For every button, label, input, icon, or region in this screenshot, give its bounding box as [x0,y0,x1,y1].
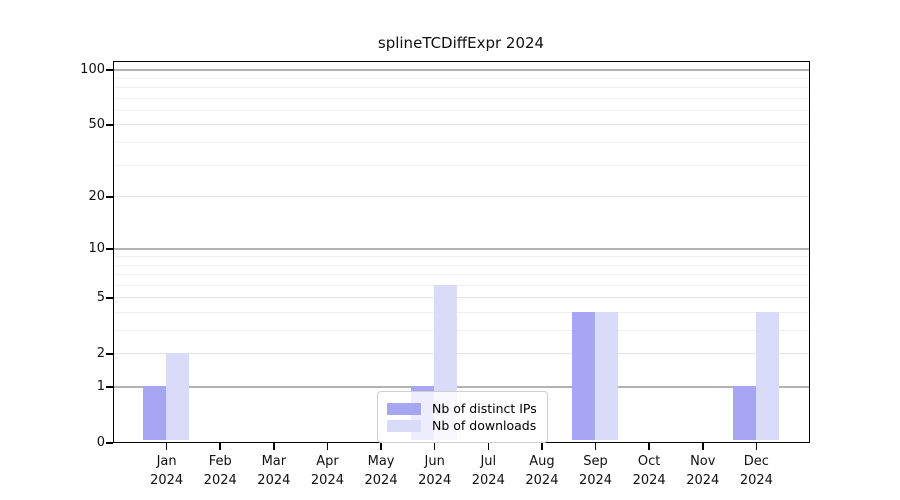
x-tick-mark [219,443,222,450]
x-tick-year: 2024 [578,473,613,488]
x-tick-year: 2024 [310,473,344,488]
x-tick-year: 2024 [364,473,398,488]
bar-distinct-ips [571,312,595,441]
x-tick-month: Aug [529,454,555,469]
x-tick-label: Dec 2024 [716,452,796,490]
x-tick-label: Apr 2024 [287,452,367,490]
x-tick-label: Jan 2024 [127,452,207,490]
x-tick-label: May 2024 [341,452,421,490]
x-tick-label: Jul 2024 [448,452,528,490]
legend-entry: Nb of distinct IPs [387,401,537,416]
y-tick-mark [106,386,113,388]
y-tick-mark [106,353,113,355]
y-tick-mark [106,442,113,444]
x-tick-month: Jan [156,454,177,469]
x-tick-year: 2024 [739,473,773,488]
x-tick-label: Nov 2024 [663,452,743,490]
x-tick-mark [273,443,275,450]
y-tick-label: 100 [80,62,105,77]
x-tick-year: 2024 [150,473,184,488]
x-tick-year: 2024 [203,473,237,488]
x-tick-month: Apr [316,454,339,469]
bar-distinct-ips [142,386,166,441]
x-tick-year: 2024 [632,473,666,488]
x-tick-year: 2024 [686,473,720,488]
x-tick-label: Jun 2024 [395,452,475,490]
x-tick-month: Nov [690,454,716,469]
x-tick-mark [594,443,597,450]
x-tick-year: 2024 [525,473,559,488]
x-tick-year: 2024 [418,473,452,488]
legend-label: Nb of distinct IPs [432,401,537,416]
x-tick-month: Sep [583,454,608,469]
chart-title: splineTCDiffExpr 2024 [377,34,545,52]
legend-swatch [387,402,421,415]
x-tick-month: Oct [637,454,661,469]
y-tick-label: 0 [96,435,105,450]
x-tick-year: 2024 [471,473,505,488]
x-tick-year: 2024 [257,473,291,488]
x-tick-mark [755,443,758,450]
x-tick-mark [648,443,650,450]
x-tick-mark [380,443,382,450]
y-tick-label: 20 [88,188,105,204]
x-tick-month: Jul [480,454,497,469]
x-tick-label: Sep 2024 [556,452,636,490]
legend-entry: Nb of downloads [387,418,537,433]
bar-downloads [165,353,189,441]
x-tick-label: Oct 2024 [609,452,689,490]
y-tick-mark [106,69,113,71]
legend-swatch [387,419,421,432]
y-tick-mark [106,297,113,299]
bar-distinct-ips [732,386,756,441]
x-tick-month: Jun [424,454,445,469]
y-tick-label: 10 [88,241,105,257]
x-tick-mark [433,443,436,450]
x-tick-mark [487,443,490,450]
x-tick-label: Feb 2024 [180,452,260,490]
x-tick-month: Feb [208,454,232,469]
x-tick-mark [701,443,704,450]
x-tick-mark [326,443,329,450]
x-tick-month: Dec [743,454,769,469]
bar-downloads [594,312,618,441]
y-tick-mark [106,124,113,127]
y-tick-label: 50 [88,117,105,133]
x-tick-mark [165,443,168,450]
x-tick-month: May [367,454,395,469]
y-tick-label: 2 [96,346,105,362]
x-tick-label: Mar 2024 [234,452,314,490]
x-tick-mark [541,443,543,450]
y-tick-mark [106,196,113,198]
x-tick-month: Mar [261,454,287,469]
legend-label: Nb of downloads [432,418,537,433]
legend: Nb of distinct IPs Nb of downloads [377,391,548,443]
y-tick-mark [106,248,113,250]
y-tick-label: 1 [96,378,105,394]
y-tick-label: 5 [96,290,105,306]
x-tick-label: Aug 2024 [502,452,582,490]
bar-downloads [755,312,779,441]
